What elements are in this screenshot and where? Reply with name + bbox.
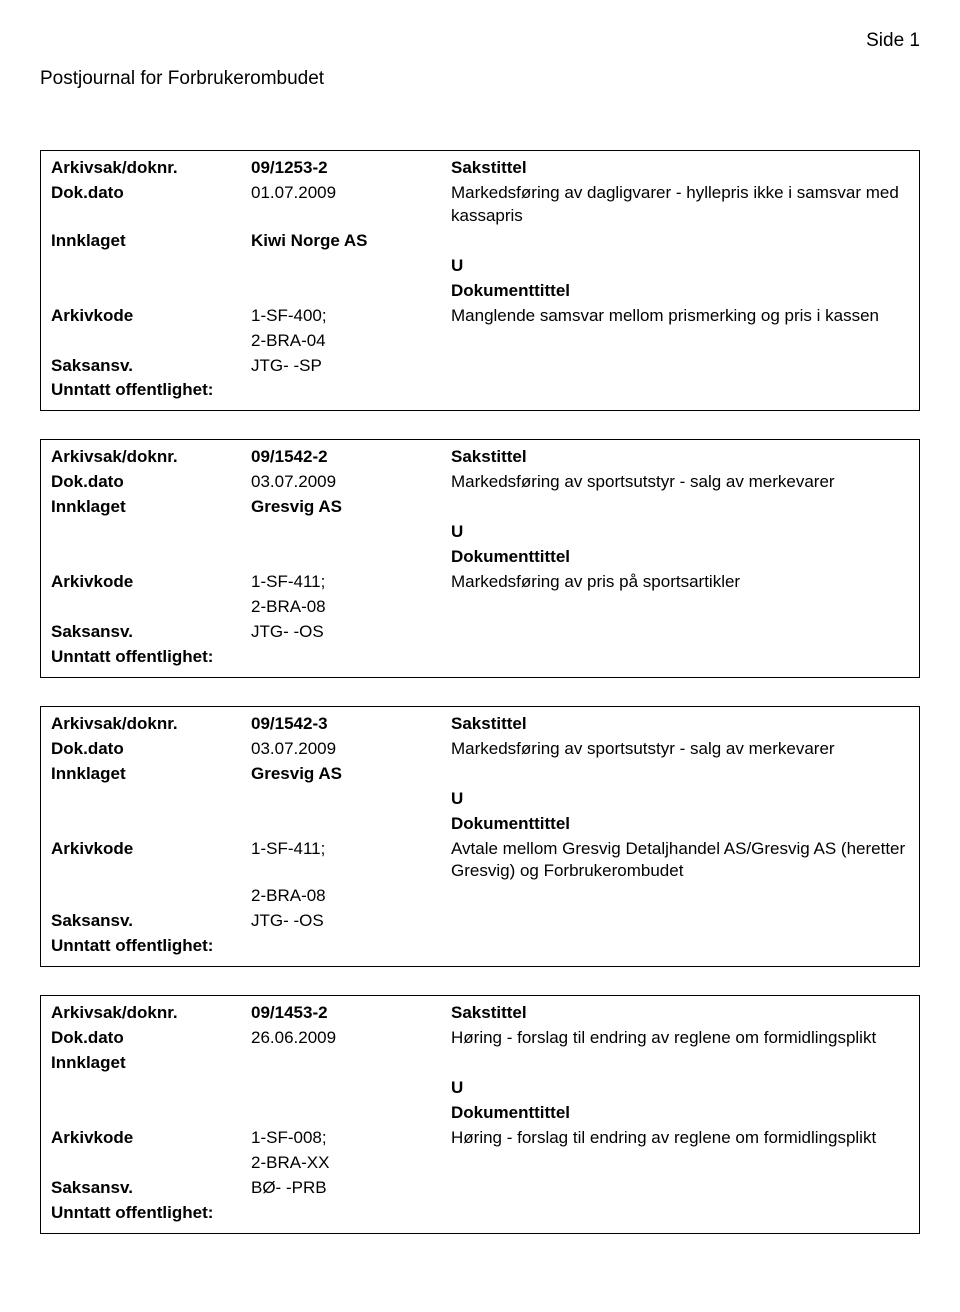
saksansv-label: Saksansv.	[51, 355, 251, 378]
arkivkode-label: Arkivkode	[51, 1127, 251, 1150]
record: Arkivsak/doknr. 09/1542-2 Sakstittel Dok…	[40, 439, 920, 677]
saksansv-value: JTG- -OS	[251, 910, 451, 933]
sakstittel-text: Høring - forslag til endring av reglene …	[451, 1027, 909, 1050]
sakstittel-text: Markedsføring av dagligvarer - hyllepris…	[451, 182, 909, 228]
innklaget-value: Kiwi Norge AS	[251, 230, 451, 253]
dokdato-label: Dok.dato	[51, 182, 251, 205]
sakstittel-label: Sakstittel	[451, 446, 527, 469]
arkivkode-value-2: 2-BRA-04	[251, 330, 451, 353]
sakstittel-text: Markedsføring av sportsutstyr - salg av …	[451, 471, 909, 494]
dokumenttittel-label: Dokumenttittel	[451, 1102, 570, 1125]
saksansv-label: Saksansv.	[51, 621, 251, 644]
u-letter: U	[451, 255, 909, 278]
arkivkode-label: Arkivkode	[51, 838, 251, 861]
dokdato-value: 03.07.2009	[251, 738, 451, 761]
doktittel-text: Manglende samsvar mellom prismerking og …	[451, 305, 909, 328]
arkivkode-value-1: 1-SF-411;	[251, 838, 451, 861]
innklaget-label: Innklaget	[51, 230, 251, 253]
arkivsak-label: Arkivsak/doknr.	[51, 446, 251, 469]
saksansv-label: Saksansv.	[51, 910, 251, 933]
unntatt-label: Unntatt offentlighet:	[51, 379, 213, 402]
dokdato-value: 26.06.2009	[251, 1027, 451, 1050]
page-header: Postjournal for Forbrukerombudet Side 1	[40, 30, 920, 90]
saksansv-value: JTG- -OS	[251, 621, 451, 644]
arkivkode-value-1: 1-SF-411;	[251, 571, 451, 594]
arkivsak-label: Arkivsak/doknr.	[51, 1002, 251, 1025]
sakstittel-text: Markedsføring av sportsutstyr - salg av …	[451, 738, 909, 761]
arkivsak-label: Arkivsak/doknr.	[51, 713, 251, 736]
dokumenttittel-label: Dokumenttittel	[451, 546, 570, 569]
arkivsak-value: 09/1453-2	[251, 1002, 451, 1025]
doktittel-text: Markedsføring av pris på sportsartikler	[451, 571, 909, 594]
journal-title: Postjournal for Forbrukerombudet	[40, 68, 324, 90]
arkivsak-value: 09/1253-2	[251, 157, 451, 180]
arkivsak-value: 09/1542-2	[251, 446, 451, 469]
dokumenttittel-label: Dokumenttittel	[451, 280, 570, 303]
dokdato-label: Dok.dato	[51, 471, 251, 494]
arkivsak-label: Arkivsak/doknr.	[51, 157, 251, 180]
doktittel-text: Avtale mellom Gresvig Detaljhandel AS/Gr…	[451, 838, 909, 884]
dokdato-value: 01.07.2009	[251, 182, 451, 205]
page-number: Side 1	[866, 30, 920, 90]
innklaget-label: Innklaget	[51, 1052, 251, 1075]
sakstittel-label: Sakstittel	[451, 1002, 527, 1025]
innklaget-value: Gresvig AS	[251, 763, 451, 786]
arkivkode-value-2: 2-BRA-08	[251, 596, 451, 619]
unntatt-label: Unntatt offentlighet:	[51, 646, 213, 669]
innklaget-label: Innklaget	[51, 496, 251, 519]
u-letter: U	[451, 788, 909, 811]
unntatt-label: Unntatt offentlighet:	[51, 1202, 213, 1225]
record: Arkivsak/doknr. 09/1542-3 Sakstittel Dok…	[40, 706, 920, 967]
arkivkode-value-1: 1-SF-400;	[251, 305, 451, 328]
arkivkode-value-2: 2-BRA-XX	[251, 1152, 451, 1175]
arkivkode-value-1: 1-SF-008;	[251, 1127, 451, 1150]
unntatt-label: Unntatt offentlighet:	[51, 935, 213, 958]
saksansv-label: Saksansv.	[51, 1177, 251, 1200]
doktittel-text: Høring - forslag til endring av reglene …	[451, 1127, 909, 1150]
sakstittel-label: Sakstittel	[451, 713, 527, 736]
sakstittel-label: Sakstittel	[451, 157, 527, 180]
dokdato-value: 03.07.2009	[251, 471, 451, 494]
u-letter: U	[451, 1077, 909, 1100]
arkivkode-label: Arkivkode	[51, 571, 251, 594]
arkivkode-label: Arkivkode	[51, 305, 251, 328]
saksansv-value: JTG- -SP	[251, 355, 451, 378]
innklaget-value: Gresvig AS	[251, 496, 451, 519]
dokumenttittel-label: Dokumenttittel	[451, 813, 570, 836]
record: Arkivsak/doknr. 09/1453-2 Sakstittel Dok…	[40, 995, 920, 1233]
innklaget-label: Innklaget	[51, 763, 251, 786]
dokdato-label: Dok.dato	[51, 1027, 251, 1050]
dokdato-label: Dok.dato	[51, 738, 251, 761]
arkivkode-value-2: 2-BRA-08	[251, 885, 451, 908]
saksansv-value: BØ- -PRB	[251, 1177, 451, 1200]
u-letter: U	[451, 521, 909, 544]
arkivsak-value: 09/1542-3	[251, 713, 451, 736]
record: Arkivsak/doknr. 09/1253-2 Sakstittel Dok…	[40, 150, 920, 411]
